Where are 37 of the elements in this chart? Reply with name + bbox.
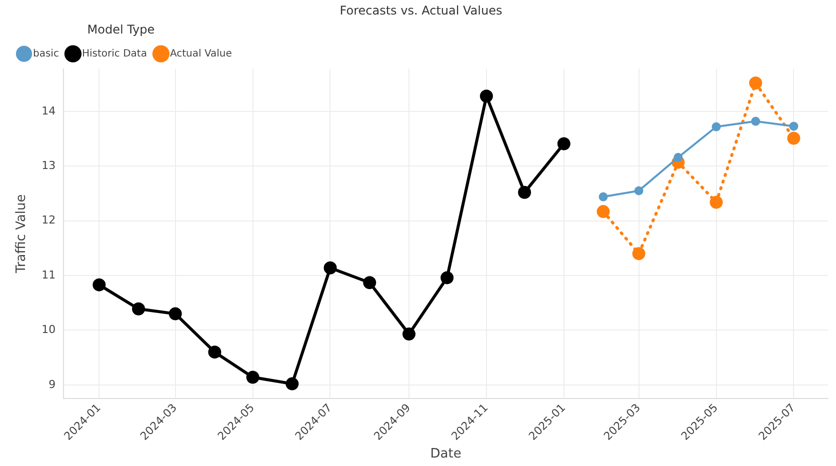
point	[363, 276, 376, 290]
legend-title: Model Type	[87, 22, 155, 37]
y-tick-label: 12	[42, 214, 56, 227]
point	[402, 328, 416, 341]
point	[286, 377, 299, 390]
point	[246, 370, 260, 384]
y-axis-title: Traffic Value	[14, 194, 30, 274]
point	[440, 271, 454, 284]
chart-title: Forecasts vs. Actual Values	[340, 3, 502, 18]
point	[324, 261, 337, 274]
point	[208, 346, 222, 359]
y-tick-label: 13	[42, 159, 56, 172]
point	[674, 152, 683, 162]
point	[596, 205, 610, 218]
point	[168, 307, 182, 320]
point	[132, 302, 146, 316]
point	[749, 76, 762, 90]
legend-label: Historic Data	[82, 48, 147, 60]
y-tick-label: 11	[42, 268, 56, 282]
point	[92, 278, 106, 292]
point	[787, 132, 800, 145]
legend-label: Actual Value	[170, 48, 232, 60]
y-tick-label: 10	[42, 323, 56, 336]
point	[710, 196, 723, 209]
y-tick-label: 14	[42, 104, 56, 118]
point	[634, 186, 644, 196]
point	[598, 192, 608, 202]
point	[480, 90, 493, 103]
point	[632, 247, 646, 260]
point	[712, 122, 721, 132]
y-tick-label: 9	[48, 378, 56, 391]
point	[751, 116, 760, 126]
legend-label: basic	[33, 48, 59, 60]
x-axis-title: Date	[430, 446, 462, 462]
point	[518, 186, 532, 199]
point	[557, 137, 570, 150]
point	[789, 122, 798, 131]
